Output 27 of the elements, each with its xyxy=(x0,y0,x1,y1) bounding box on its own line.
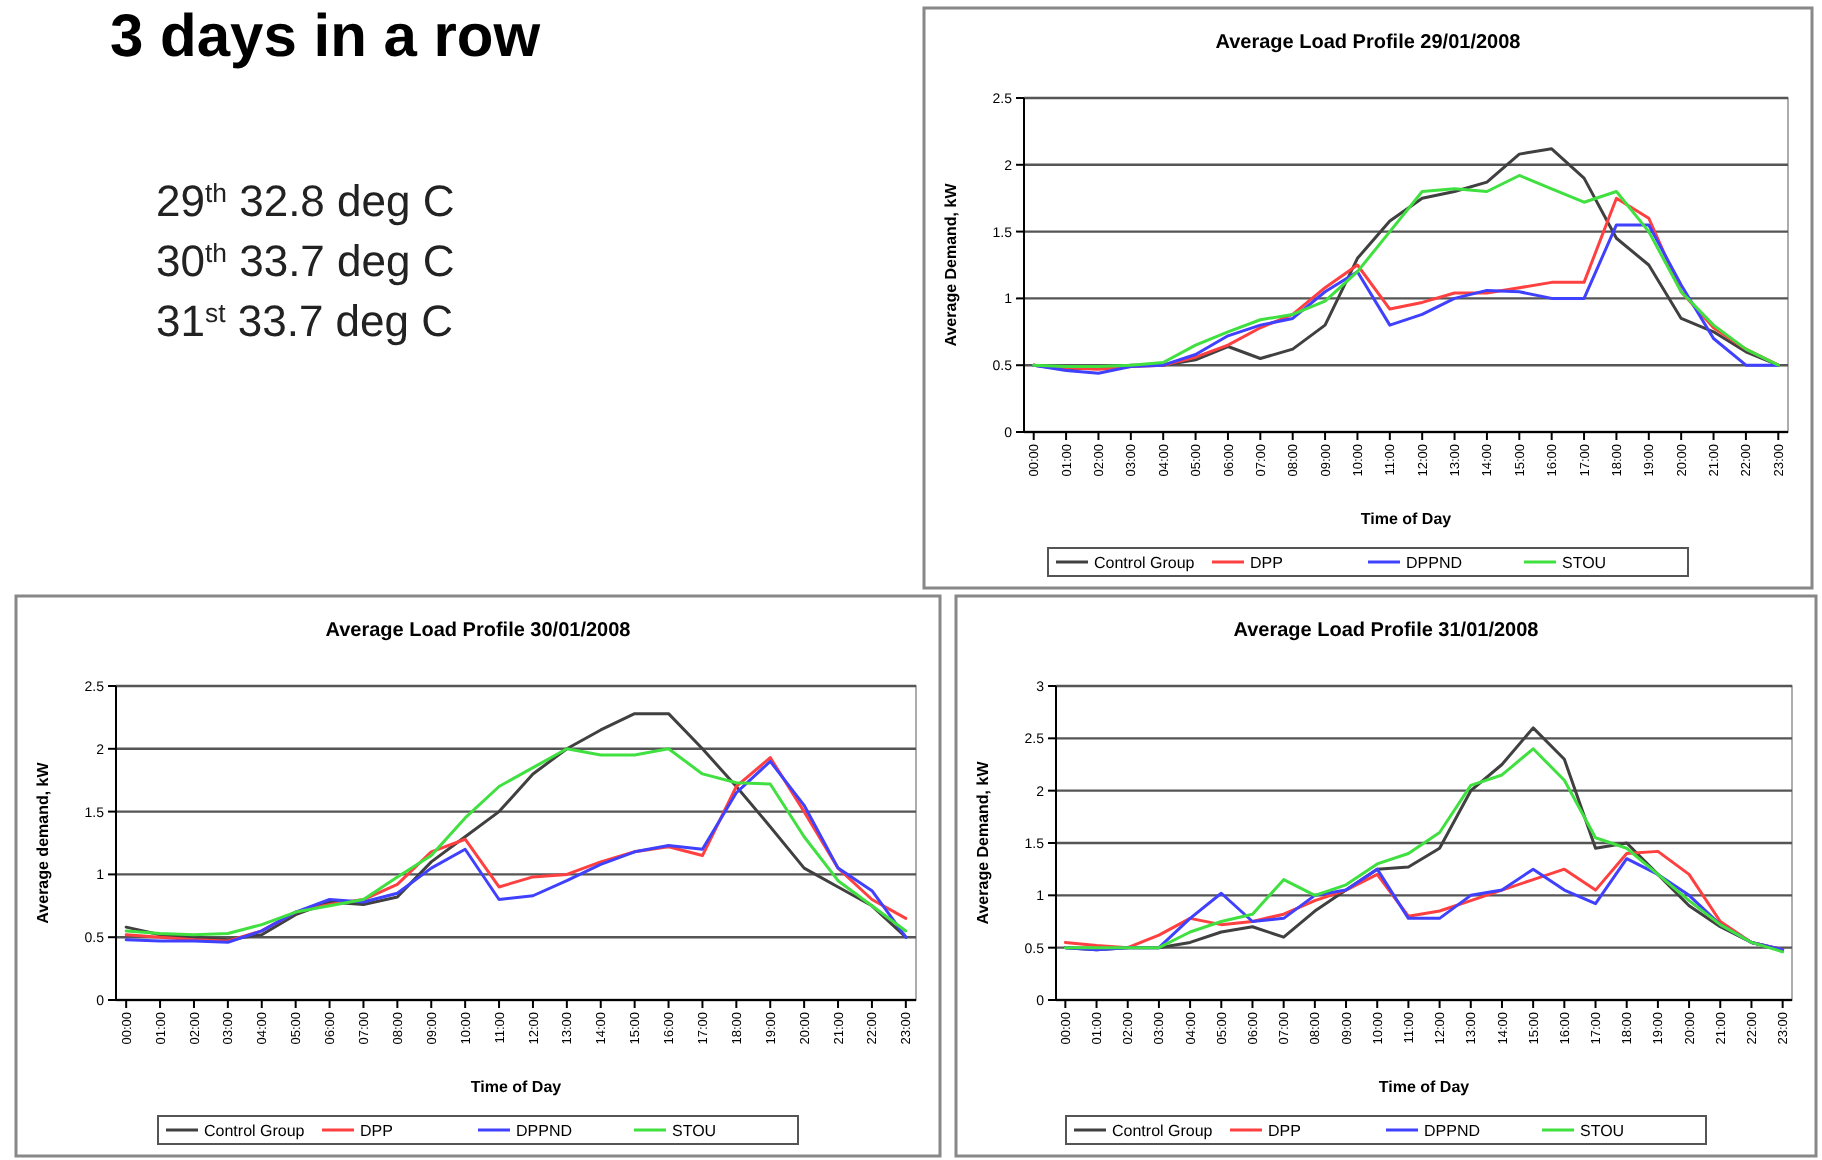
y-axis-title: Average Demand, kW xyxy=(974,760,992,925)
legend-label: STOU xyxy=(672,1121,717,1140)
chart-title: Average Load Profile 30/01/2008 xyxy=(325,620,632,642)
legend-label: DPPND xyxy=(516,1121,573,1140)
legend-label: DPPND xyxy=(1424,1121,1481,1140)
legend-label: Control Group xyxy=(1112,1121,1214,1140)
x-axis-title: Time of Day xyxy=(1360,510,1453,528)
text: 3 days in a row xyxy=(110,4,542,70)
legend-label: Control Group xyxy=(1094,553,1196,572)
legend-label: DPP xyxy=(360,1121,393,1140)
text: 31$^{st}$ 33.7 deg C xyxy=(156,296,454,346)
legend-label: STOU xyxy=(1562,553,1607,572)
x-axis-title: Time of Day xyxy=(1378,1078,1471,1096)
legend-label: DPPND xyxy=(1406,553,1463,572)
chart-title: Average Load Profile 29/01/2008 xyxy=(1215,32,1522,54)
legend-label: Control Group xyxy=(204,1121,306,1140)
y-axis-title: Average Demand, kW xyxy=(942,182,960,347)
legend-label: DPP xyxy=(1250,553,1283,572)
line-series xyxy=(124,712,908,942)
y-axis-title: Average demand, kW xyxy=(34,761,52,924)
text: 30$^{th}$ 33.7 deg C xyxy=(156,236,455,286)
line-series xyxy=(1032,223,1780,375)
chart-title: Average Load Profile 31/01/2008 xyxy=(1233,620,1540,642)
legend-label: DPP xyxy=(1268,1121,1301,1140)
x-axis-title: Time of Day xyxy=(470,1078,563,1096)
legend-label: STOU xyxy=(1580,1121,1625,1140)
text: 29$^{th}$ 32.8 deg C xyxy=(156,176,455,226)
